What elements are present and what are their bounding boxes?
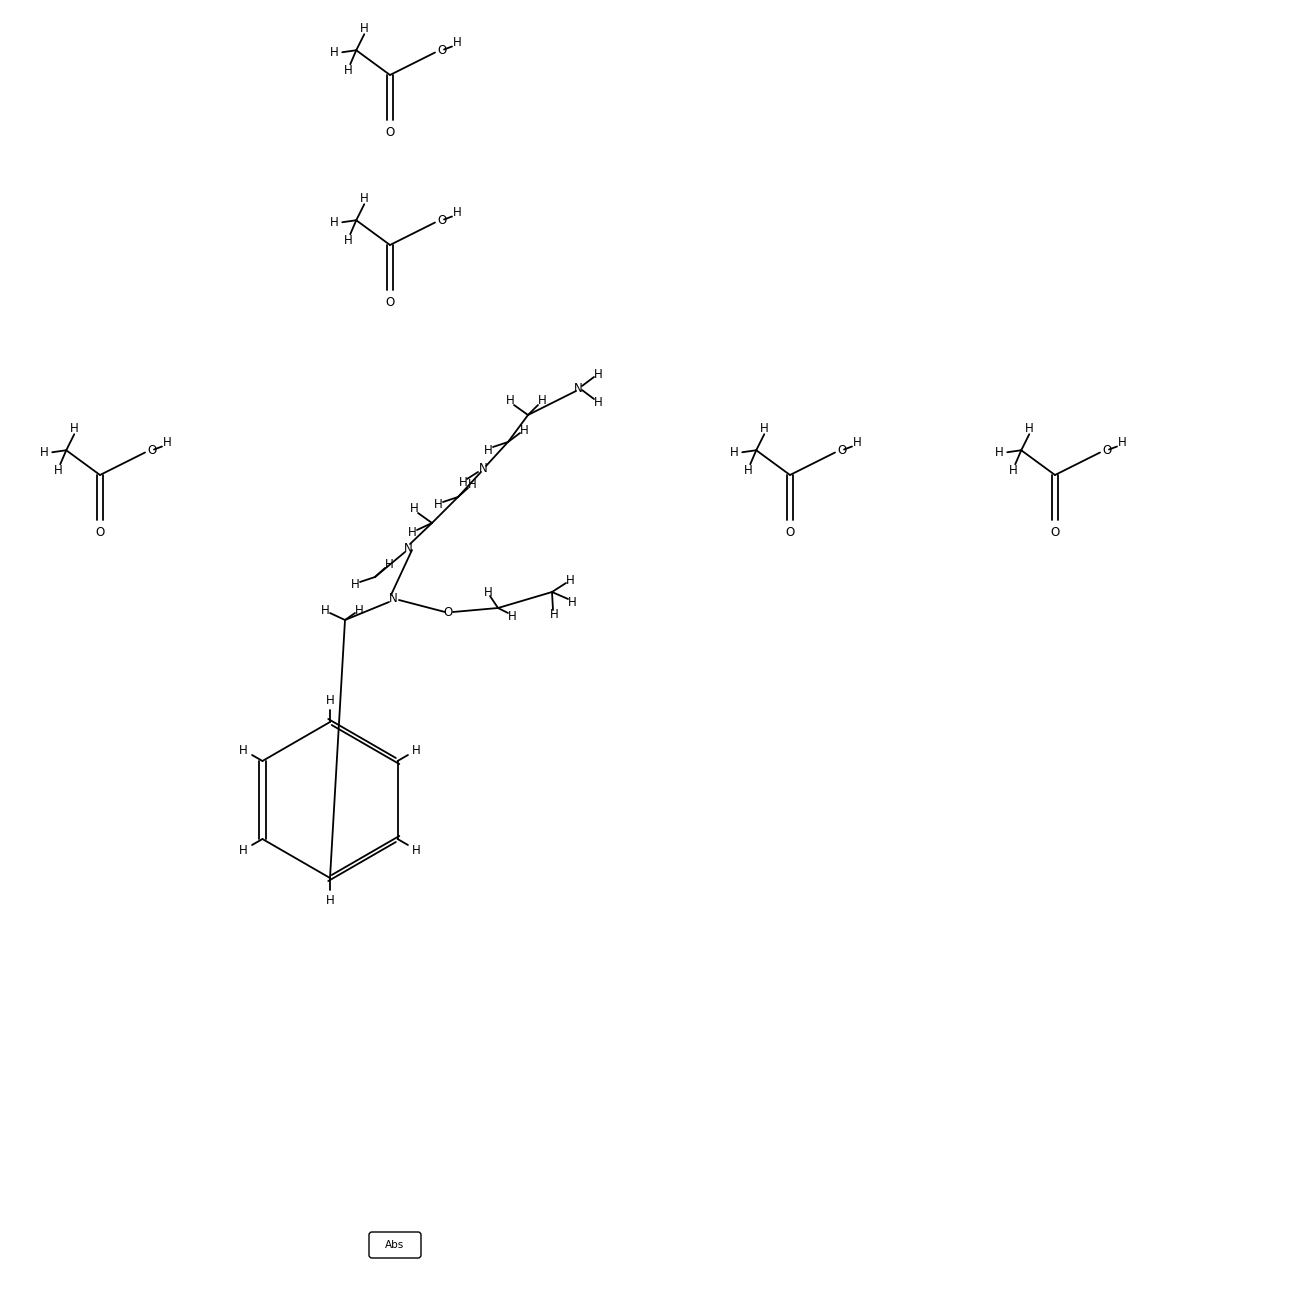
Text: H: H [410,502,419,515]
Text: H: H [520,423,529,436]
Text: H: H [412,744,422,757]
Text: H: H [239,844,248,857]
Text: N: N [389,591,397,604]
Text: O: O [443,606,453,619]
Text: H: H [326,893,335,907]
Text: N: N [574,382,582,395]
Text: H: H [350,578,359,591]
FancyBboxPatch shape [369,1232,422,1258]
Text: H: H [344,234,353,247]
Text: H: H [163,436,172,449]
Text: H: H [568,595,577,608]
Text: H: H [1025,422,1033,435]
Text: H: H [407,527,416,540]
Text: H: H [344,63,353,76]
Text: H: H [412,844,422,857]
Text: H: H [506,395,515,408]
Text: O: O [838,444,847,457]
Text: H: H [453,36,462,49]
Text: O: O [385,127,394,140]
Text: H: H [484,444,493,457]
Text: H: H [70,422,79,435]
Text: O: O [96,527,105,540]
Text: H: H [760,422,768,435]
Text: H: H [565,573,574,586]
Text: H: H [729,445,738,459]
Text: O: O [1050,527,1060,540]
Text: O: O [437,214,446,226]
Text: H: H [593,396,603,409]
Text: O: O [147,444,156,457]
Text: N: N [478,462,487,475]
Text: H: H [239,744,248,757]
Text: H: H [433,498,442,511]
Text: H: H [1117,436,1126,449]
Text: O: O [785,527,795,540]
Text: H: H [484,585,493,599]
Text: O: O [437,44,446,57]
Text: H: H [743,463,753,476]
Text: Abs: Abs [385,1240,405,1250]
Text: H: H [326,694,335,707]
Text: H: H [852,436,861,449]
Text: H: H [330,45,339,58]
Text: H: H [468,479,476,492]
Text: H: H [1009,463,1018,476]
Text: H: H [330,216,339,229]
Text: O: O [385,296,394,309]
Text: N: N [403,541,412,555]
Text: H: H [359,192,369,204]
Text: H: H [593,367,603,380]
Text: H: H [54,463,62,476]
Text: H: H [359,22,369,35]
Text: H: H [538,395,547,408]
Text: H: H [384,559,393,572]
Text: H: H [459,475,467,489]
Text: H: H [508,609,516,622]
Text: H: H [994,445,1003,459]
Text: H: H [321,603,330,616]
Text: H: H [550,607,559,621]
Text: H: H [40,445,49,459]
Text: H: H [354,603,363,616]
Text: H: H [453,206,462,219]
Text: O: O [1103,444,1112,457]
